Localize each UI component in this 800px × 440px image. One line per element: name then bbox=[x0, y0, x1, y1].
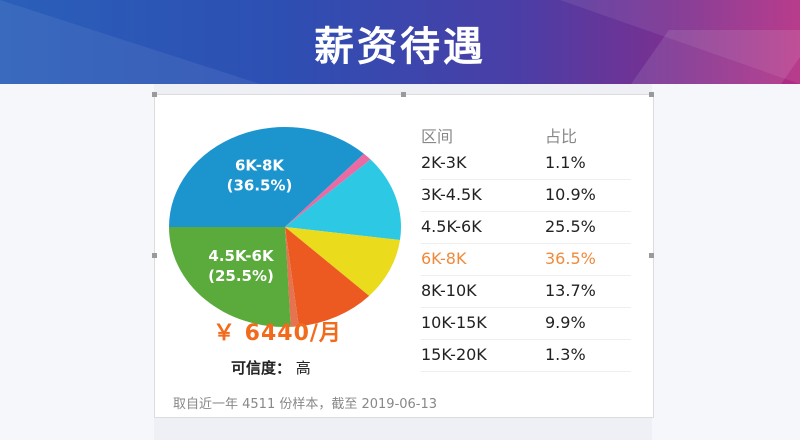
resize-handle[interactable] bbox=[649, 253, 654, 258]
pie-slice bbox=[169, 126, 364, 227]
share-cell: 25.5% bbox=[545, 217, 596, 236]
row-divider bbox=[421, 179, 631, 180]
resize-handle[interactable] bbox=[152, 253, 157, 258]
share-cell: 10.9% bbox=[545, 185, 596, 204]
resize-handle[interactable] bbox=[152, 92, 157, 97]
share-cell: 13.7% bbox=[545, 281, 596, 300]
pie-slice bbox=[285, 227, 299, 327]
range-cell: 8K-10K bbox=[421, 281, 477, 300]
background-panel bbox=[652, 84, 800, 440]
column-header-range: 区间 bbox=[421, 127, 454, 146]
credibility-label: 可信度： bbox=[231, 359, 292, 377]
resize-handle[interactable] bbox=[401, 92, 406, 97]
header-banner: 薪资待遇 bbox=[0, 0, 800, 84]
table-row: 15K-20K 1.3% bbox=[421, 345, 641, 373]
background-panel bbox=[0, 84, 154, 440]
credibility-value: 高 bbox=[295, 359, 311, 377]
range-cell: 4.5K-6K bbox=[421, 217, 482, 236]
row-divider bbox=[421, 275, 631, 276]
table-row: 8K-10K 13.7% bbox=[421, 281, 641, 309]
pie-slice bbox=[169, 227, 291, 328]
table-row: 6K-8K 36.5% bbox=[421, 249, 641, 277]
banner-decoration bbox=[560, 0, 800, 84]
range-cell: 3K-4.5K bbox=[421, 185, 482, 204]
share-cell: 1.1% bbox=[545, 153, 586, 172]
row-divider bbox=[421, 307, 631, 308]
salary-card: 6K-8K (36.5%) 4.5K-6K (25.5%) ￥ 6440/月 可信度：… bbox=[152, 92, 654, 418]
range-cell: 6K-8K bbox=[421, 249, 467, 268]
pie-slice bbox=[285, 153, 371, 227]
pie-slice bbox=[285, 159, 402, 240]
resize-handle[interactable] bbox=[649, 92, 654, 97]
row-divider bbox=[421, 339, 631, 340]
salary-pie-chart: 6K-8K (36.5%) 4.5K-6K (25.5%) bbox=[169, 126, 402, 328]
row-divider bbox=[421, 211, 631, 212]
table-row: 10K-15K 9.9% bbox=[421, 313, 641, 341]
column-header-share: 占比 bbox=[545, 127, 578, 146]
pie-slice-label: 6K-8K bbox=[235, 157, 285, 175]
average-salary: ￥ 6440/月 bbox=[213, 321, 342, 346]
pie-slice-label: 4.5K-6K bbox=[208, 247, 275, 265]
row-divider bbox=[421, 371, 631, 372]
pie-slice bbox=[285, 227, 401, 296]
table-row: 4.5K-6K 25.5% bbox=[421, 217, 641, 245]
table-row: 2K-3K 1.1% bbox=[421, 153, 641, 181]
page-title: 薪资待遇 bbox=[314, 24, 486, 70]
pie-slice-label: (36.5%) bbox=[227, 177, 293, 195]
share-cell: 9.9% bbox=[545, 313, 586, 332]
share-cell: 1.3% bbox=[545, 345, 586, 364]
pie-slice bbox=[285, 227, 370, 327]
table-row: 3K-4.5K 10.9% bbox=[421, 185, 641, 213]
range-cell: 2K-3K bbox=[421, 153, 467, 172]
sample-footnote: 取自近一年 4511 份样本，截至 2019-06-13 bbox=[173, 397, 438, 412]
banner-decoration bbox=[0, 0, 260, 84]
pie-slice-label: (25.5%) bbox=[208, 267, 274, 285]
credibility: 可信度： 高 bbox=[231, 357, 311, 378]
range-cell: 10K-15K bbox=[421, 313, 487, 332]
range-cell: 15K-20K bbox=[421, 345, 487, 364]
share-cell: 36.5% bbox=[545, 249, 596, 268]
row-divider bbox=[421, 243, 631, 244]
